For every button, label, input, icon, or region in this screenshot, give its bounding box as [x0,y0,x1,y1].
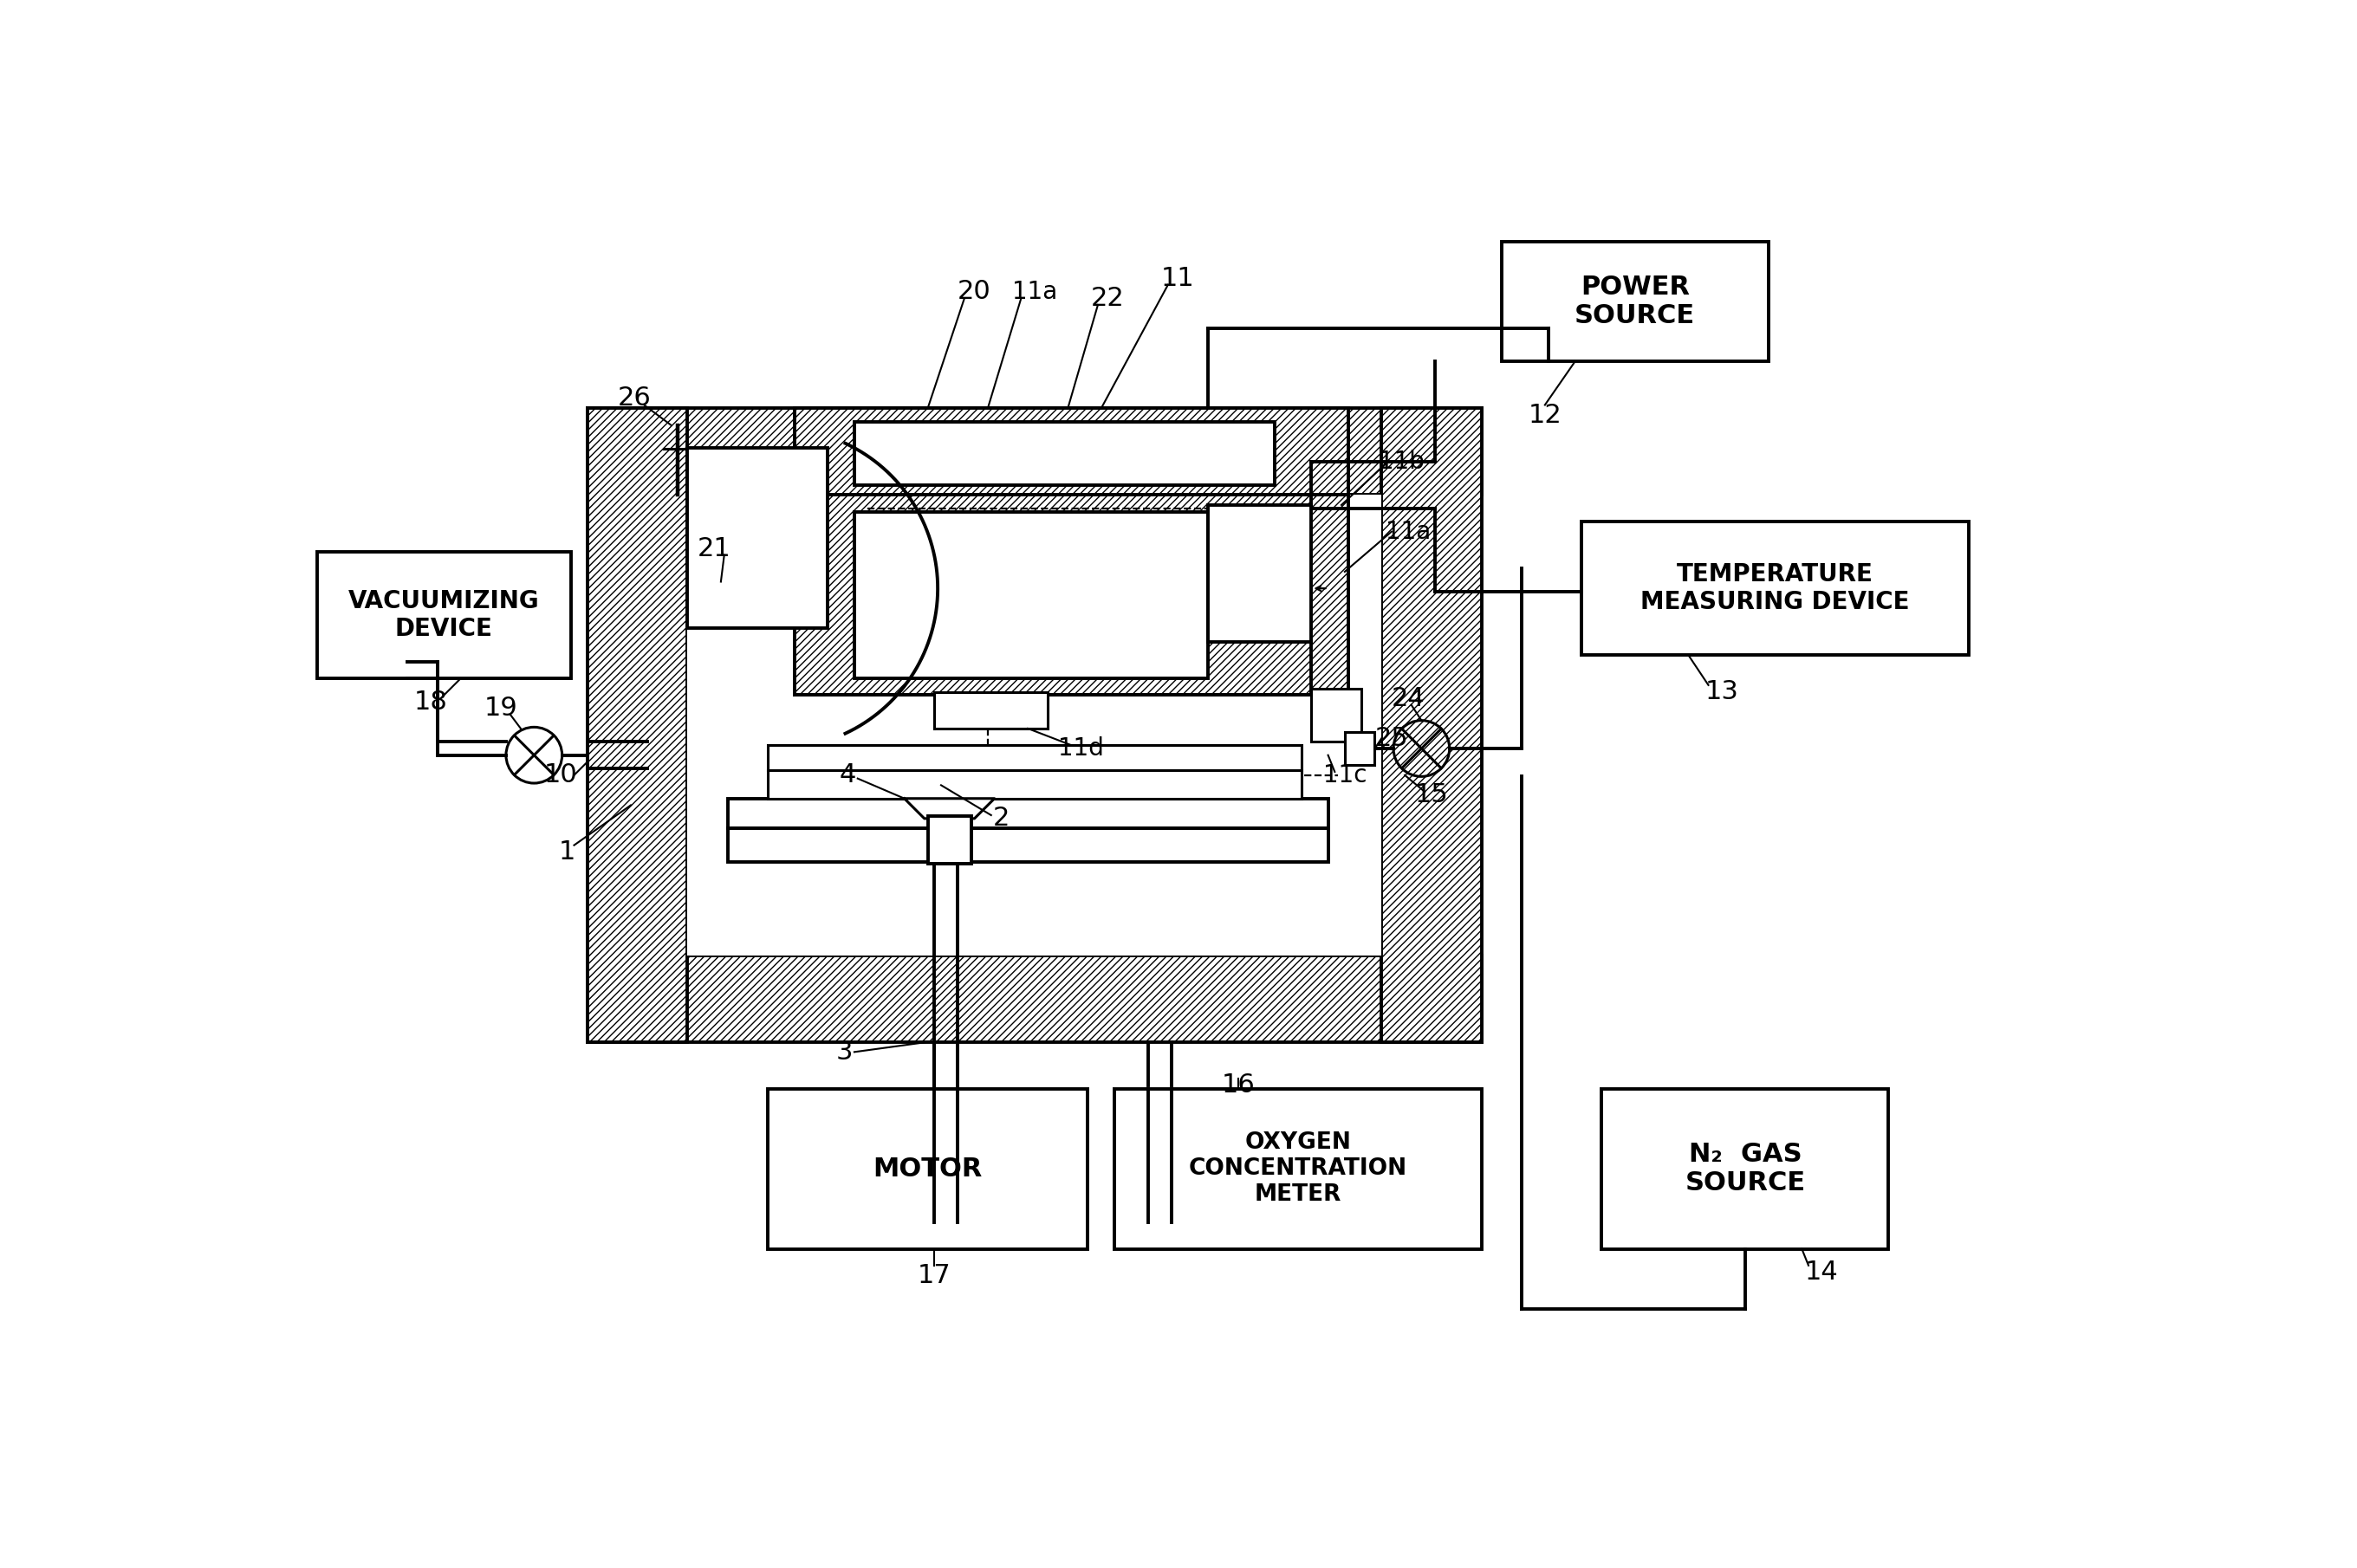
Text: 13: 13 [1704,679,1739,704]
Bar [728,828,1327,862]
Text: 1: 1 [559,839,575,864]
Bar [587,955,1483,1043]
Text: POWER
SOURCE: POWER SOURCE [1574,274,1695,329]
Polygon shape [905,798,995,818]
Bar [1346,732,1374,765]
Text: N₂  GAS
SOURCE: N₂ GAS SOURCE [1685,1142,1805,1196]
Bar [1115,1088,1483,1248]
Bar [688,495,1381,955]
Text: 16: 16 [1221,1073,1254,1098]
Text: 14: 14 [1805,1259,1838,1284]
Bar [1603,1088,1888,1248]
Bar [1207,505,1310,641]
Text: 12: 12 [1527,403,1563,428]
Bar [587,408,688,1043]
Text: 18: 18 [415,690,448,715]
Bar [768,770,1301,798]
Text: 22: 22 [1091,285,1124,310]
Text: 15: 15 [1414,782,1447,808]
Bar [1582,522,1968,655]
Bar [1310,688,1362,742]
Text: 24: 24 [1391,685,1426,710]
Text: 11a: 11a [1386,519,1431,544]
Bar [587,408,1483,495]
Text: OXYGEN
CONCENTRATION
METER: OXYGEN CONCENTRATION METER [1188,1132,1407,1206]
Bar [853,511,1207,679]
Text: 11: 11 [1162,265,1195,290]
Bar [318,552,570,679]
Text: 11b: 11b [1379,450,1424,474]
Text: TEMPERATURE
MEASURING DEVICE: TEMPERATURE MEASURING DEVICE [1640,563,1909,615]
Text: 10: 10 [544,762,577,787]
Bar [1501,241,1768,362]
Text: 17: 17 [917,1262,952,1287]
Text: 11d: 11d [1058,737,1103,760]
Text: 21: 21 [698,536,731,561]
Bar [688,448,827,629]
Text: 26: 26 [618,386,651,411]
Text: 4: 4 [839,762,856,787]
Text: MOTOR: MOTOR [872,1156,983,1181]
Text: VACUUMIZING
DEVICE: VACUUMIZING DEVICE [349,590,540,641]
Bar [794,495,1348,695]
Bar [768,745,1301,770]
Text: 25: 25 [1374,726,1407,751]
Bar [853,422,1275,485]
Text: 11c: 11c [1322,764,1367,787]
Bar [929,815,971,864]
Text: 11a: 11a [1011,279,1058,304]
Text: 19: 19 [483,696,519,721]
Bar [728,798,1327,828]
Text: 3: 3 [837,1040,853,1065]
Text: 20: 20 [957,279,992,304]
Text: 2: 2 [992,806,1009,831]
Bar [1381,408,1483,1043]
Bar [794,408,1348,495]
Bar [768,1088,1089,1248]
Bar [933,691,1049,729]
